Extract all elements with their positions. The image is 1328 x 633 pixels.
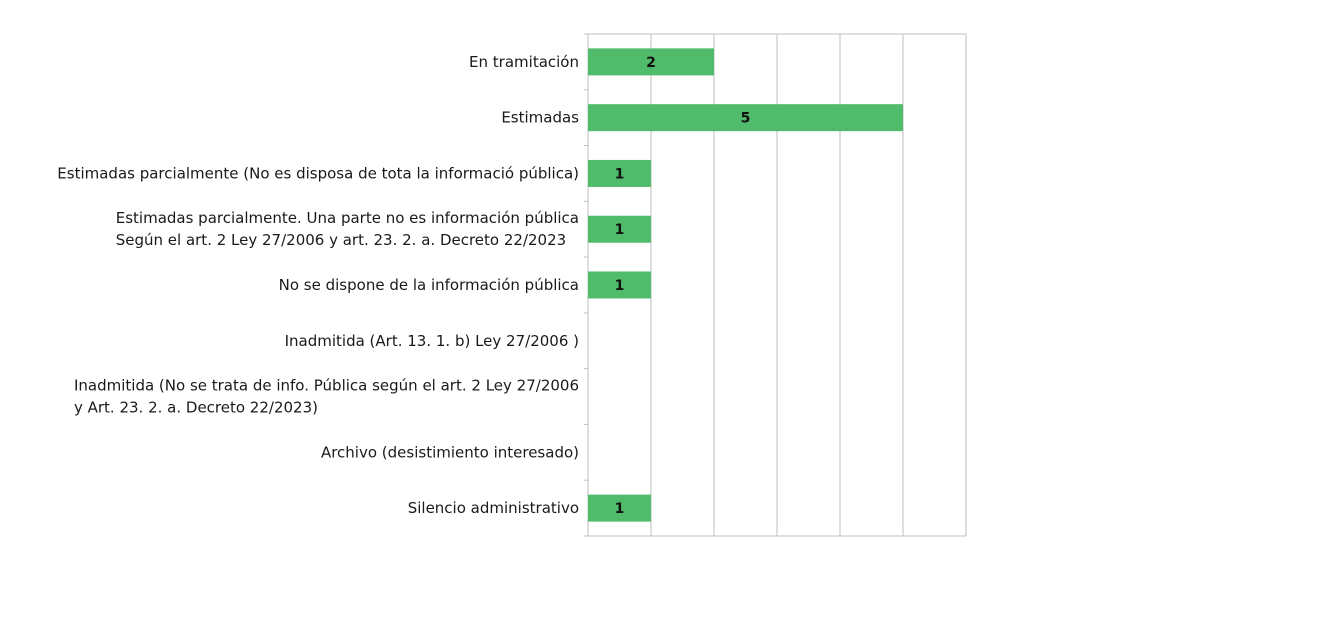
data-label: 1 xyxy=(615,501,625,517)
data-label: 5 xyxy=(741,111,751,127)
category-label: Estimadas parcialmente. Una parte no es … xyxy=(116,209,579,249)
bar xyxy=(588,48,714,76)
category-label: No se dispone de la información pública xyxy=(279,276,579,294)
category-label: Estimadas parcialmente (No es disposa de… xyxy=(57,164,579,182)
category-label-line: Inadmitida (No se trata de info. Pública… xyxy=(74,377,579,395)
category-label-line: Estimadas parcialmente. Una parte no es … xyxy=(116,209,579,227)
data-label: 2 xyxy=(646,55,656,71)
category-label: Silencio administrativo xyxy=(408,499,579,517)
category-label: Archivo (desistimiento interesado) xyxy=(321,443,579,461)
category-label: Inadmitida (Art. 13. 1. b) Ley 27/2006 ) xyxy=(285,332,579,350)
bar xyxy=(588,271,651,299)
bar xyxy=(588,104,903,132)
category-label-line: y Art. 23. 2. a. Decreto 22/2023) xyxy=(74,399,318,417)
bar xyxy=(588,159,651,187)
data-label: 1 xyxy=(615,278,625,294)
bar xyxy=(588,494,651,522)
data-label: 1 xyxy=(615,166,625,182)
category-label-line: Según el art. 2 Ley 27/2006 y art. 23. 2… xyxy=(116,231,566,249)
category-label: Inadmitida (No se trata de info. Pública… xyxy=(74,377,579,417)
category-label: Estimadas xyxy=(501,109,579,127)
bar xyxy=(588,215,651,243)
category-label: En tramitación xyxy=(469,53,579,71)
data-label: 1 xyxy=(615,222,625,238)
